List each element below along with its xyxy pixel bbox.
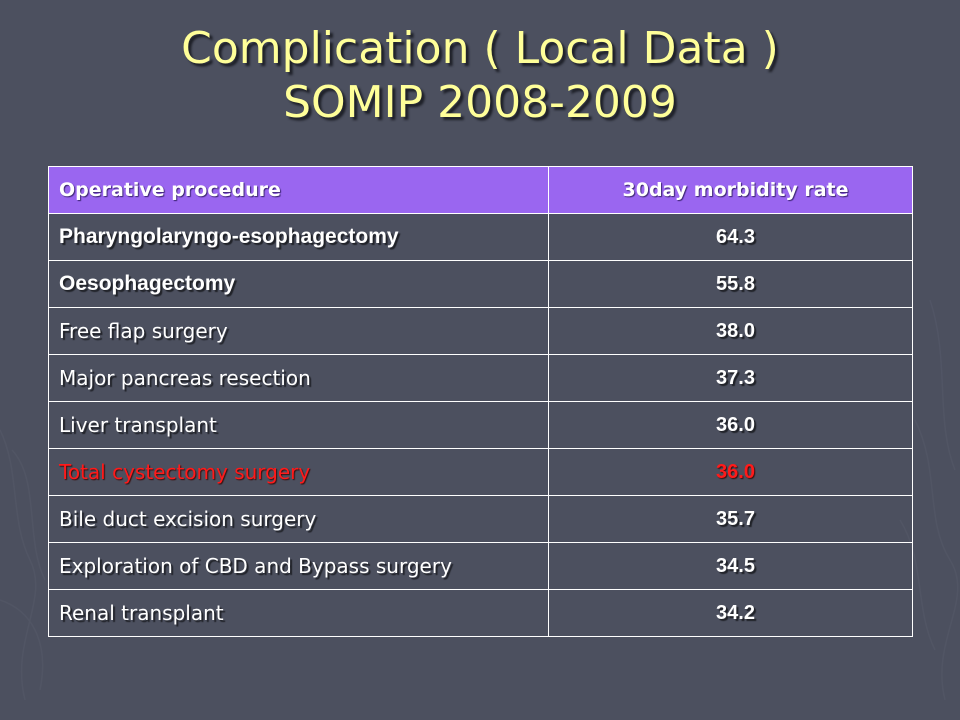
rate-cell: 64.3 [548, 213, 913, 261]
rate-cell: 34.2 [548, 589, 913, 637]
rate-cell: 34.5 [548, 542, 913, 590]
procedure-cell: Renal transplant [48, 589, 549, 637]
table-row: Major pancreas resection 37.3 [48, 354, 913, 402]
morbidity-table: Operative procedure 30day morbidity rate… [48, 166, 913, 637]
table-row: Free flap surgery 38.0 [48, 307, 913, 355]
procedure-cell: Major pancreas resection [48, 354, 549, 402]
rate-cell: 38.0 [548, 307, 913, 355]
table-row: Liver transplant 36.0 [48, 401, 913, 449]
table-row: Renal transplant 34.2 [48, 589, 913, 637]
table-header-row: Operative procedure 30day morbidity rate [48, 166, 913, 214]
rate-cell: 37.3 [548, 354, 913, 402]
slide-title-line-2: SOMIP 2008-2009 [283, 77, 677, 128]
rate-cell: 36.0 [548, 401, 913, 449]
slide-title-line-1: Complication ( Local Data ) [181, 23, 779, 74]
table-row: Bile duct excision surgery 35.7 [48, 495, 913, 543]
slide-title: Complication ( Local Data ) SOMIP 2008-2… [0, 22, 960, 130]
header-morbidity-rate: 30day morbidity rate [548, 166, 913, 214]
procedure-cell: Free flap surgery [48, 307, 549, 355]
rate-cell: 55.8 [548, 260, 913, 308]
procedure-cell: Bile duct excision surgery [48, 495, 549, 543]
procedure-cell: Liver transplant [48, 401, 549, 449]
table-row: Pharyngolaryngo-esophagectomy 64.3 [48, 213, 913, 261]
procedure-cell: Exploration of CBD and Bypass surgery [48, 542, 549, 590]
procedure-cell: Total cystectomy surgery [48, 448, 549, 496]
rate-cell: 35.7 [548, 495, 913, 543]
table-row: Oesophagectomy 55.8 [48, 260, 913, 308]
procedure-cell: Oesophagectomy [48, 260, 549, 308]
header-operative-procedure: Operative procedure [48, 166, 549, 214]
table-row-highlighted: Total cystectomy surgery 36.0 [48, 448, 913, 496]
procedure-cell: Pharyngolaryngo-esophagectomy [48, 213, 549, 261]
table-row: Exploration of CBD and Bypass surgery 34… [48, 542, 913, 590]
rate-cell: 36.0 [548, 448, 913, 496]
